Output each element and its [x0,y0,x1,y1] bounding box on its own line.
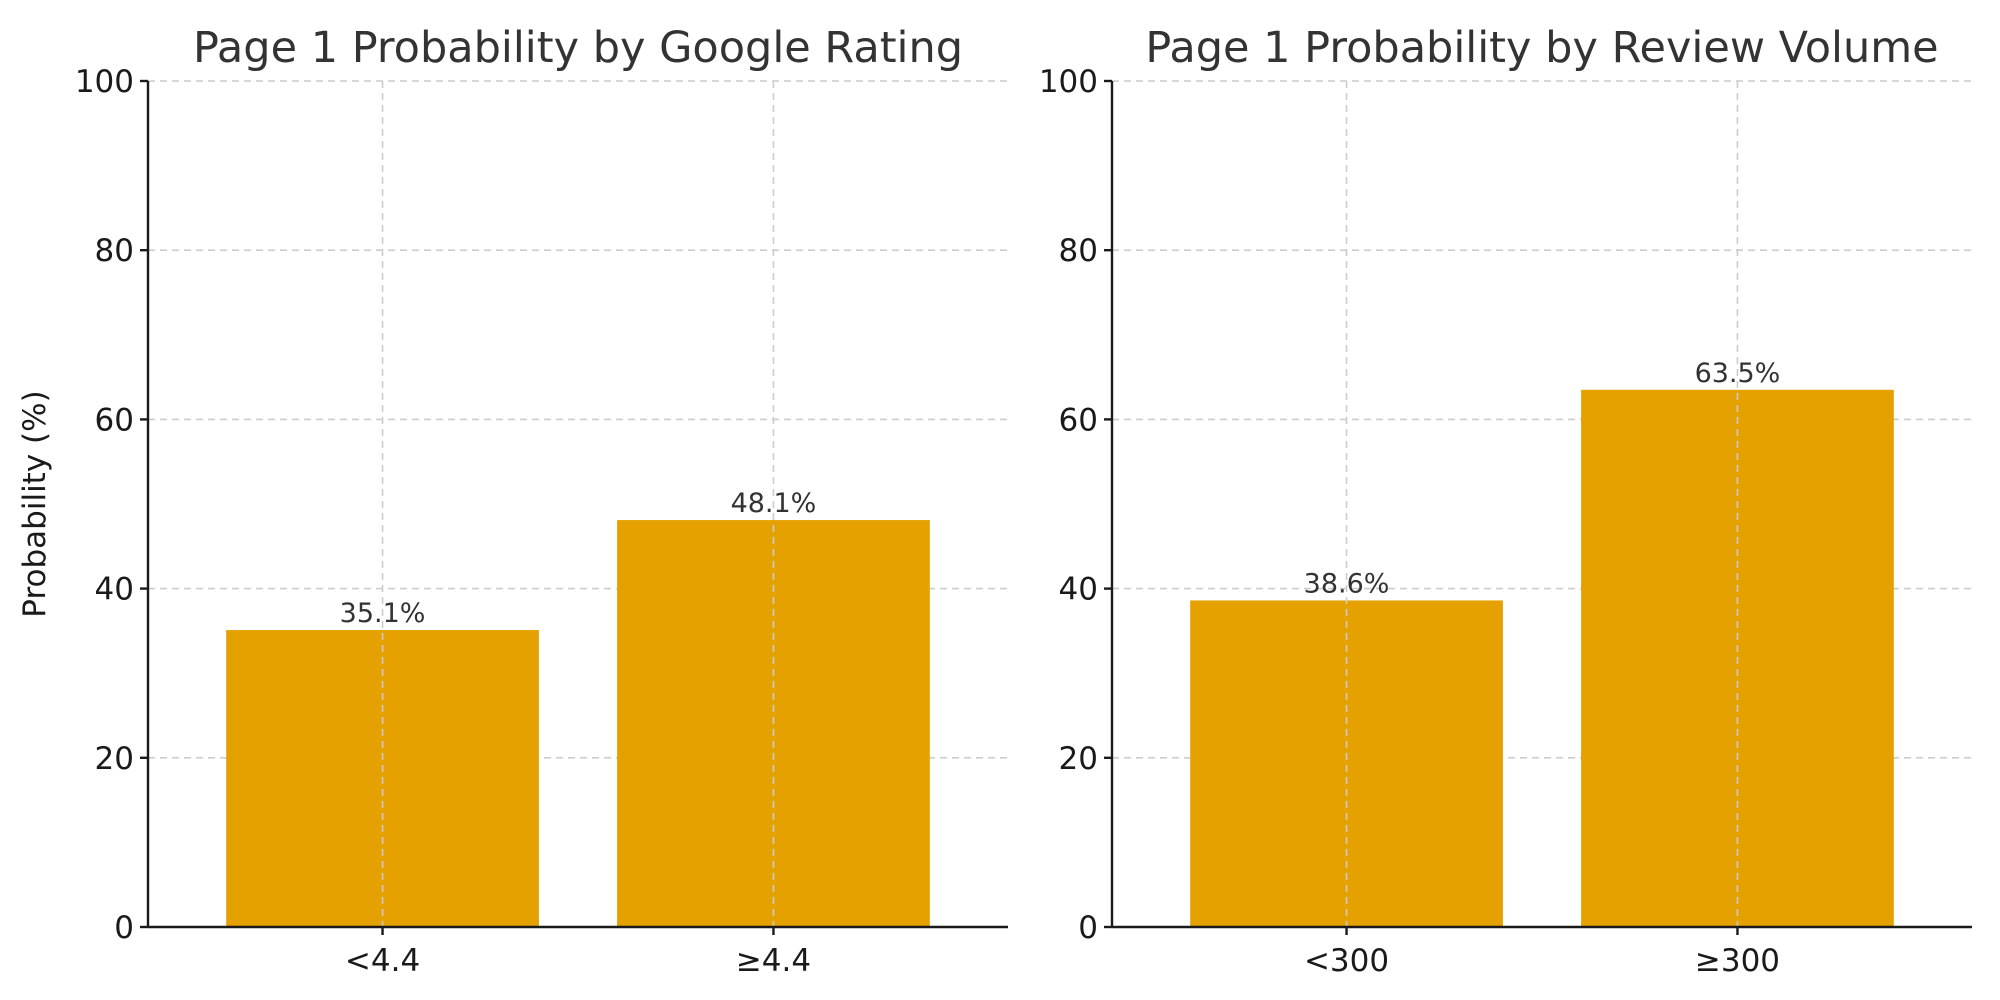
data-label-lt-4-4: 35.1% [340,598,426,629]
rating-chart-panel: 35.1% 48.1% 0 20 40 60 80 100 <4.4 ≥4.4 Page 1 Pro… [17,23,1008,979]
y-tick-label-40: 40 [95,572,134,608]
y-tick-label-0: 0 [114,910,134,946]
data-label-ge-300: 63.5% [1695,358,1781,389]
y-axis-label-rating: Probability (%) [17,390,53,617]
y-tick-label-40: 40 [1059,572,1098,608]
x-tick-label-lt-300: <300 [1304,943,1389,979]
chart-title-review-volume: Page 1 Probability by Review Volume [1145,23,1938,73]
y-tick-label-20: 20 [1059,741,1098,777]
y-tick-label-60: 60 [95,402,134,438]
y-tick-label-100: 100 [1039,64,1098,100]
data-label-lt-300: 38.6% [1304,568,1390,599]
y-tick-label-80: 80 [95,233,134,269]
x-tick-label-ge-4-4: ≥4.4 [736,943,811,979]
bar-review-volume-lt-300 [1190,600,1503,927]
x-tick-label-ge-300: ≥300 [1695,943,1780,979]
y-tick-label-0: 0 [1078,910,1098,946]
y-tick-label-100: 100 [75,64,134,100]
review-volume-chart-panel: 38.6% 63.5% 0 20 40 60 80 100 <300 ≥300 Page 1 Pro… [1039,23,1972,979]
chart-title-rating: Page 1 Probability by Google Rating [193,23,963,73]
x-tick-label-lt-4-4: <4.4 [345,943,420,979]
y-tick-label-80: 80 [1059,233,1098,269]
data-label-ge-4-4: 48.1% [731,488,817,519]
y-tick-label-60: 60 [1059,402,1098,438]
y-tick-label-20: 20 [95,741,134,777]
